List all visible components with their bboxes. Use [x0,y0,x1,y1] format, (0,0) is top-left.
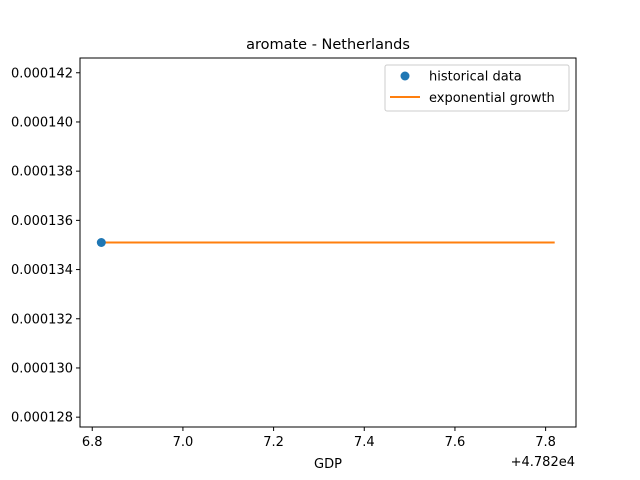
x-tick-label: 7.0 [173,435,194,450]
legend-historical-marker [400,71,410,81]
x-tick-label: 6.8 [82,435,103,450]
legend: historical data exponential growth [384,64,570,112]
y-tick-label: 0.000130 [11,361,73,376]
x-offset-label: +4.782e4 [511,455,575,470]
legend-frame [384,64,570,112]
y-tick-label: 0.000140 [11,115,73,130]
axes-frame [79,57,577,428]
x-tick-label: 7.4 [354,435,375,450]
chart-title: aromate - Netherlands [246,37,410,53]
y-tick-label: 0.000136 [11,214,73,229]
y-tick-label: 0.000142 [11,66,73,81]
y-tick-label: 0.000134 [11,263,73,278]
y-tick-label: 0.000128 [11,411,73,426]
y-axis-ticks: 0.000128 0.000130 0.000132 0.000134 0.000136… [11,66,80,426]
x-tick-label: 7.6 [445,435,466,450]
legend-historical-label: historical data [429,70,522,85]
y-tick-label: 0.000132 [11,312,73,327]
plot-area [96,238,555,247]
x-axis-ticks: 6.8 7.0 7.2 7.4 7.6 7.8 [82,427,556,450]
historical-data-point [96,238,106,247]
x-tick-label: 7.8 [535,435,556,450]
x-axis-label: GDP [314,457,342,472]
y-tick-label: 0.000138 [11,165,73,180]
legend-exponential-label: exponential growth [429,91,555,106]
x-tick-label: 7.2 [263,435,284,450]
